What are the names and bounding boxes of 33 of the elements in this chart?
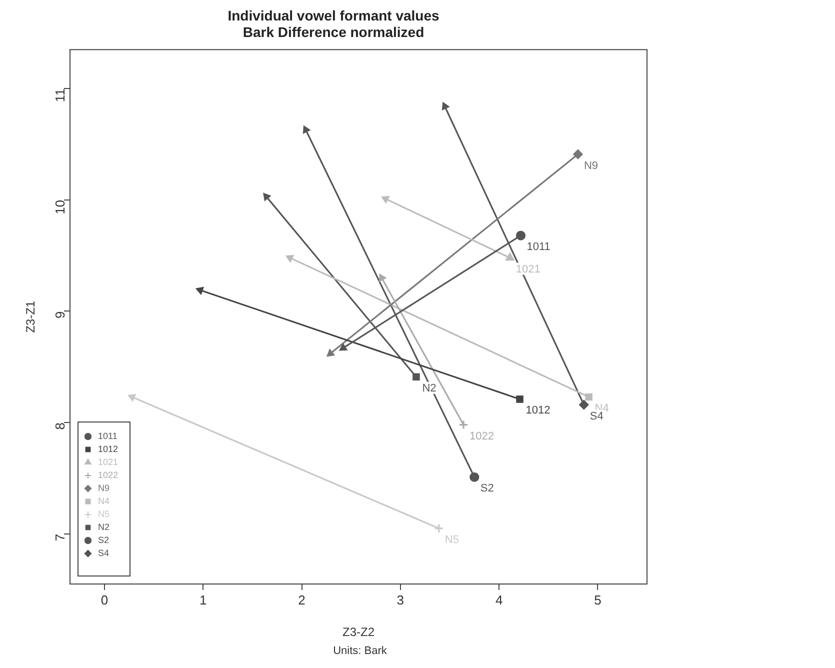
x-tick-label: 3: [396, 592, 404, 608]
text: N9: [584, 160, 598, 172]
text: 1022: [470, 430, 494, 442]
text: Units: Bark: [332, 645, 388, 657]
x-axis-title: Z3-Z2: [342, 625, 375, 640]
x-tick-label: 2: [298, 592, 306, 608]
text: 1021: [516, 263, 540, 276]
y-tick-label: 7: [52, 534, 68, 542]
chart-subtitle: Bark Difference normalized: [242, 24, 424, 40]
chart-title: Individual vowel formant values: [228, 7, 440, 24]
x-tick-label: 1: [200, 592, 207, 608]
legend-label: 1012: [98, 444, 118, 454]
legend-label: N9: [98, 482, 110, 493]
x-tick-label: 4: [495, 592, 503, 608]
legend-label: 1021: [98, 456, 118, 467]
legend-label: 1011: [98, 430, 118, 441]
legend-label: N4: [98, 496, 110, 506]
legend-label: 1022: [98, 470, 118, 480]
y-tick-label: 9: [52, 311, 68, 318]
text: 1011: [526, 241, 550, 254]
legend-label: N2: [98, 522, 110, 532]
y-axis-title: Z3-Z1: [24, 300, 38, 333]
text: S2: [480, 482, 494, 495]
y-tick-label: 11: [52, 88, 68, 102]
text: 1012: [526, 404, 550, 417]
y-tick-label: 8: [52, 422, 68, 430]
x-tick-label: 5: [594, 592, 602, 608]
legend-label: S4: [98, 548, 110, 558]
text: N2: [422, 382, 436, 394]
x-tick-label: 0: [100, 592, 108, 608]
legend-label: S2: [98, 534, 110, 545]
y-tick-label: 10: [52, 200, 68, 214]
text: S4: [590, 410, 604, 422]
